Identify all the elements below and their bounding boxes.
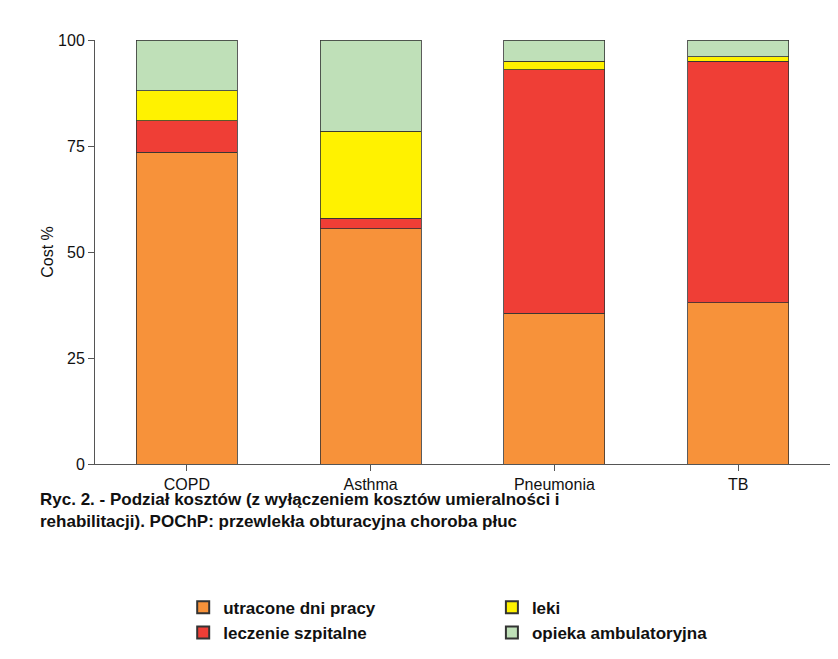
svg-text:Cost %: Cost % [39, 226, 56, 278]
svg-text:0: 0 [76, 456, 85, 473]
svg-text:leki: leki [532, 599, 560, 618]
svg-text:100: 100 [58, 32, 85, 49]
svg-text:50: 50 [67, 244, 85, 261]
svg-text:COPD: COPD [164, 476, 210, 493]
svg-text:opieka ambulatoryjna: opieka ambulatoryjna [532, 624, 707, 643]
svg-text:TB: TB [728, 476, 748, 493]
svg-text:75: 75 [67, 138, 85, 155]
svg-text:utracone dni pracy: utracone dni pracy [223, 599, 376, 618]
svg-text:Asthma: Asthma [344, 476, 398, 493]
svg-text:25: 25 [67, 350, 85, 367]
svg-text:Ryc. 2. - Podział kosztów (z w: Ryc. 2. - Podział kosztów (z wyłączeniem… [40, 490, 560, 531]
svg-text:leczenie szpitalne: leczenie szpitalne [223, 624, 367, 643]
svg-text:Pneumonia: Pneumonia [514, 476, 595, 493]
